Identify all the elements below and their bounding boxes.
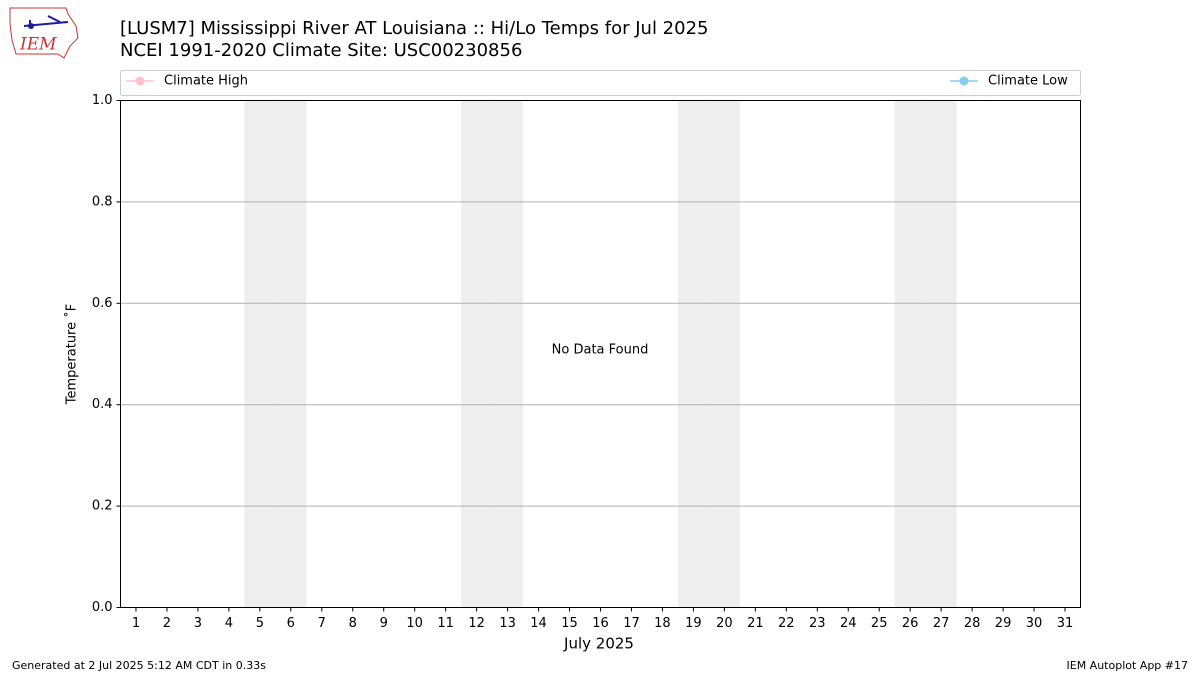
weekend-band [894, 100, 926, 608]
weekend-band [677, 100, 709, 608]
y-tick-label: 0.6 [92, 296, 113, 311]
x-tick-label: 2 [163, 616, 171, 631]
logo-text: IEM [19, 35, 57, 55]
x-tick-label: 13 [499, 616, 516, 631]
x-tick-label: 8 [349, 616, 357, 631]
y-tick-label: 0.0 [92, 600, 113, 615]
x-tick-label: 18 [654, 616, 671, 631]
x-tick-label: 11 [437, 616, 454, 631]
legend-label: Climate Low [988, 74, 1068, 89]
y-tick-label: 0.2 [92, 499, 113, 514]
weekend-band [461, 100, 493, 608]
footer: Generated at 2 Jul 2025 5:12 AM CDT in 0… [12, 659, 266, 672]
x-tick-label: 16 [592, 616, 609, 631]
y-tick-label: 0.4 [92, 397, 113, 412]
x-tick-label: 9 [380, 616, 388, 631]
weekend-band [925, 100, 957, 608]
y-axis-label: Temperature ˚F [64, 304, 80, 405]
x-tick-label: 31 [1057, 616, 1074, 631]
x-tick-label: 30 [1026, 616, 1043, 631]
x-axis-label: July 2025 [563, 635, 634, 653]
footer: IEM Autoplot App #17 [1067, 659, 1189, 672]
logo-outline [9, 7, 79, 59]
x-tick-label: 26 [902, 616, 919, 631]
x-tick-label: 17 [623, 616, 640, 631]
x-tick-label: 1 [132, 616, 140, 631]
x-tick-label: 19 [685, 616, 702, 631]
x-tick-label: 21 [747, 616, 764, 631]
logo-icon [28, 23, 34, 29]
x-tick-label: 4 [225, 616, 233, 631]
x-tick-label: 14 [530, 616, 547, 631]
x-tick-label: 23 [809, 616, 826, 631]
x-tick-label: 5 [256, 616, 264, 631]
x-tick-label: 12 [468, 616, 485, 631]
x-tick-label: 20 [716, 616, 733, 631]
legend-swatch [959, 76, 969, 86]
x-tick-label: 29 [995, 616, 1012, 631]
x-tick-label: 7 [318, 616, 326, 631]
y-tick-label: 0.8 [92, 194, 113, 209]
x-tick-label: 27 [933, 616, 950, 631]
x-tick-label: 24 [840, 616, 857, 631]
legend-label: Climate High [164, 74, 248, 89]
plot-frame [120, 100, 1081, 608]
x-tick-label: 10 [406, 616, 423, 631]
weekend-band [244, 100, 276, 608]
x-tick-label: 22 [778, 616, 795, 631]
weekend-band [492, 100, 524, 608]
legend-swatch [135, 76, 145, 86]
x-tick-label: 28 [964, 616, 981, 631]
annotation: No Data Found [552, 343, 649, 358]
chart-subtitle: NCEI 1991-2020 Climate Site: USC00230856 [120, 40, 522, 61]
x-tick-label: 25 [871, 616, 888, 631]
x-tick-label: 3 [194, 616, 202, 631]
weekend-band [275, 100, 307, 608]
legend [120, 70, 1081, 96]
chart-title: [LUSM7] Mississippi River AT Louisiana :… [120, 18, 708, 39]
x-tick-label: 6 [287, 616, 295, 631]
weekend-band [708, 100, 740, 608]
y-tick-label: 1.0 [92, 93, 113, 108]
x-tick-label: 15 [561, 616, 578, 631]
logo: IEM [9, 7, 79, 59]
